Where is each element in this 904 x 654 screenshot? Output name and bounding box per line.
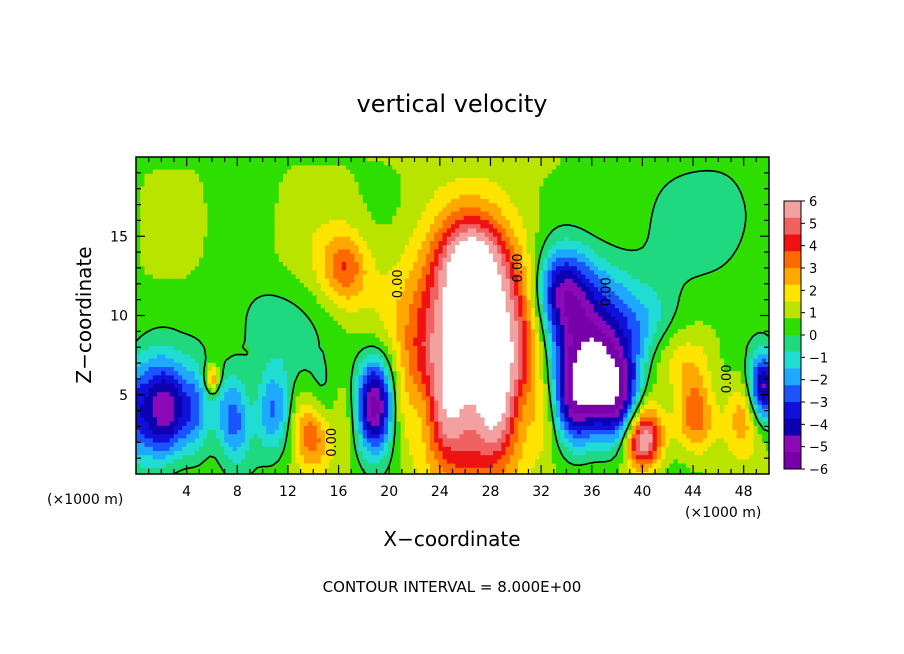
y-tick-label: 10 [110,309,128,325]
x-tick-label: 12 [279,484,297,500]
colorbar: 6 5 4 3 2 1 0 −1 −2 −3 −4 −5 −6 [783,195,828,478]
contour-interval-note: CONTOUR INTERVAL = 8.000E+00 [323,578,582,596]
x-axis-unit-right: (×1000 m) [685,505,761,521]
y-tick-label: 15 [110,229,128,245]
y-axis-ticks: 5 10 15 [110,172,769,459]
y-axis-label: Z−coordinate [72,246,96,383]
colorbar-swatch [784,452,801,470]
colorbar-tick-label: −1 [809,351,828,366]
x-tick-label: 20 [380,484,398,500]
colorbar-tick-label: −4 [809,418,828,433]
colorbar-swatch [784,251,801,269]
x-tick-label: 4 [182,484,191,500]
colorbar-tick-label: 6 [809,195,817,210]
x-axis-ticks: 4 8 12 16 20 24 28 32 36 40 44 48 [148,157,757,500]
y-tick-label: 5 [119,388,128,404]
contour-labels: 0.00 0.00 0.00 0.00 0.00 [325,253,735,456]
colorbar-swatch [784,351,801,369]
colorbar-tick-label: −6 [809,463,828,478]
colorbar-tick-label: 1 [809,307,817,322]
contour-label: 0.00 [511,253,526,282]
x-tick-label: 40 [633,484,651,500]
colorbar-swatch [784,335,801,353]
colorbar-swatch [784,368,801,386]
colorbar-tick-label: 5 [809,217,817,232]
x-tick-label: 36 [583,484,601,500]
colorbar-swatch [784,318,801,336]
x-tick-label: 16 [330,484,348,500]
colorbar-swatch [784,201,801,219]
zero-contour-lines [136,169,769,474]
x-axis-label: X−coordinate [383,527,520,551]
x-tick-label: 24 [431,484,449,500]
x-axis-unit-left: (×1000 m) [47,492,123,508]
x-tick-label: 28 [482,484,500,500]
colorbar-swatch [784,435,801,453]
contour-label: 0.00 [325,428,340,457]
chart-title: vertical velocity [357,90,548,118]
contour-label: 0.00 [391,269,406,298]
x-tick-label: 32 [532,484,550,500]
colorbar-swatch [784,268,801,286]
colorbar-tick-label: −2 [809,374,828,389]
colorbar-tick-label: 3 [809,262,817,277]
colorbar-tick-label: −3 [809,396,828,411]
x-tick-label: 48 [735,484,753,500]
zero-contour [136,169,769,474]
colorbar-tick-label: 2 [809,284,817,299]
colorbar-swatch [784,217,801,235]
contour-label: 0.00 [600,277,615,306]
x-tick-label: 44 [684,484,702,500]
heatmap-field [136,157,769,474]
colorbar-swatch [784,418,801,436]
colorbar-swatch [784,385,801,403]
contour-label: 0.00 [720,364,735,393]
colorbar-tick-label: −5 [809,441,828,456]
x-tick-label: 8 [233,484,242,500]
colorbar-tick-label: 4 [809,240,817,255]
colorbar-swatch [784,402,801,420]
colorbar-swatch [784,284,801,302]
colorbar-tick-label: 0 [809,329,817,344]
colorbar-swatch [784,234,801,252]
colorbar-swatch [784,301,801,319]
